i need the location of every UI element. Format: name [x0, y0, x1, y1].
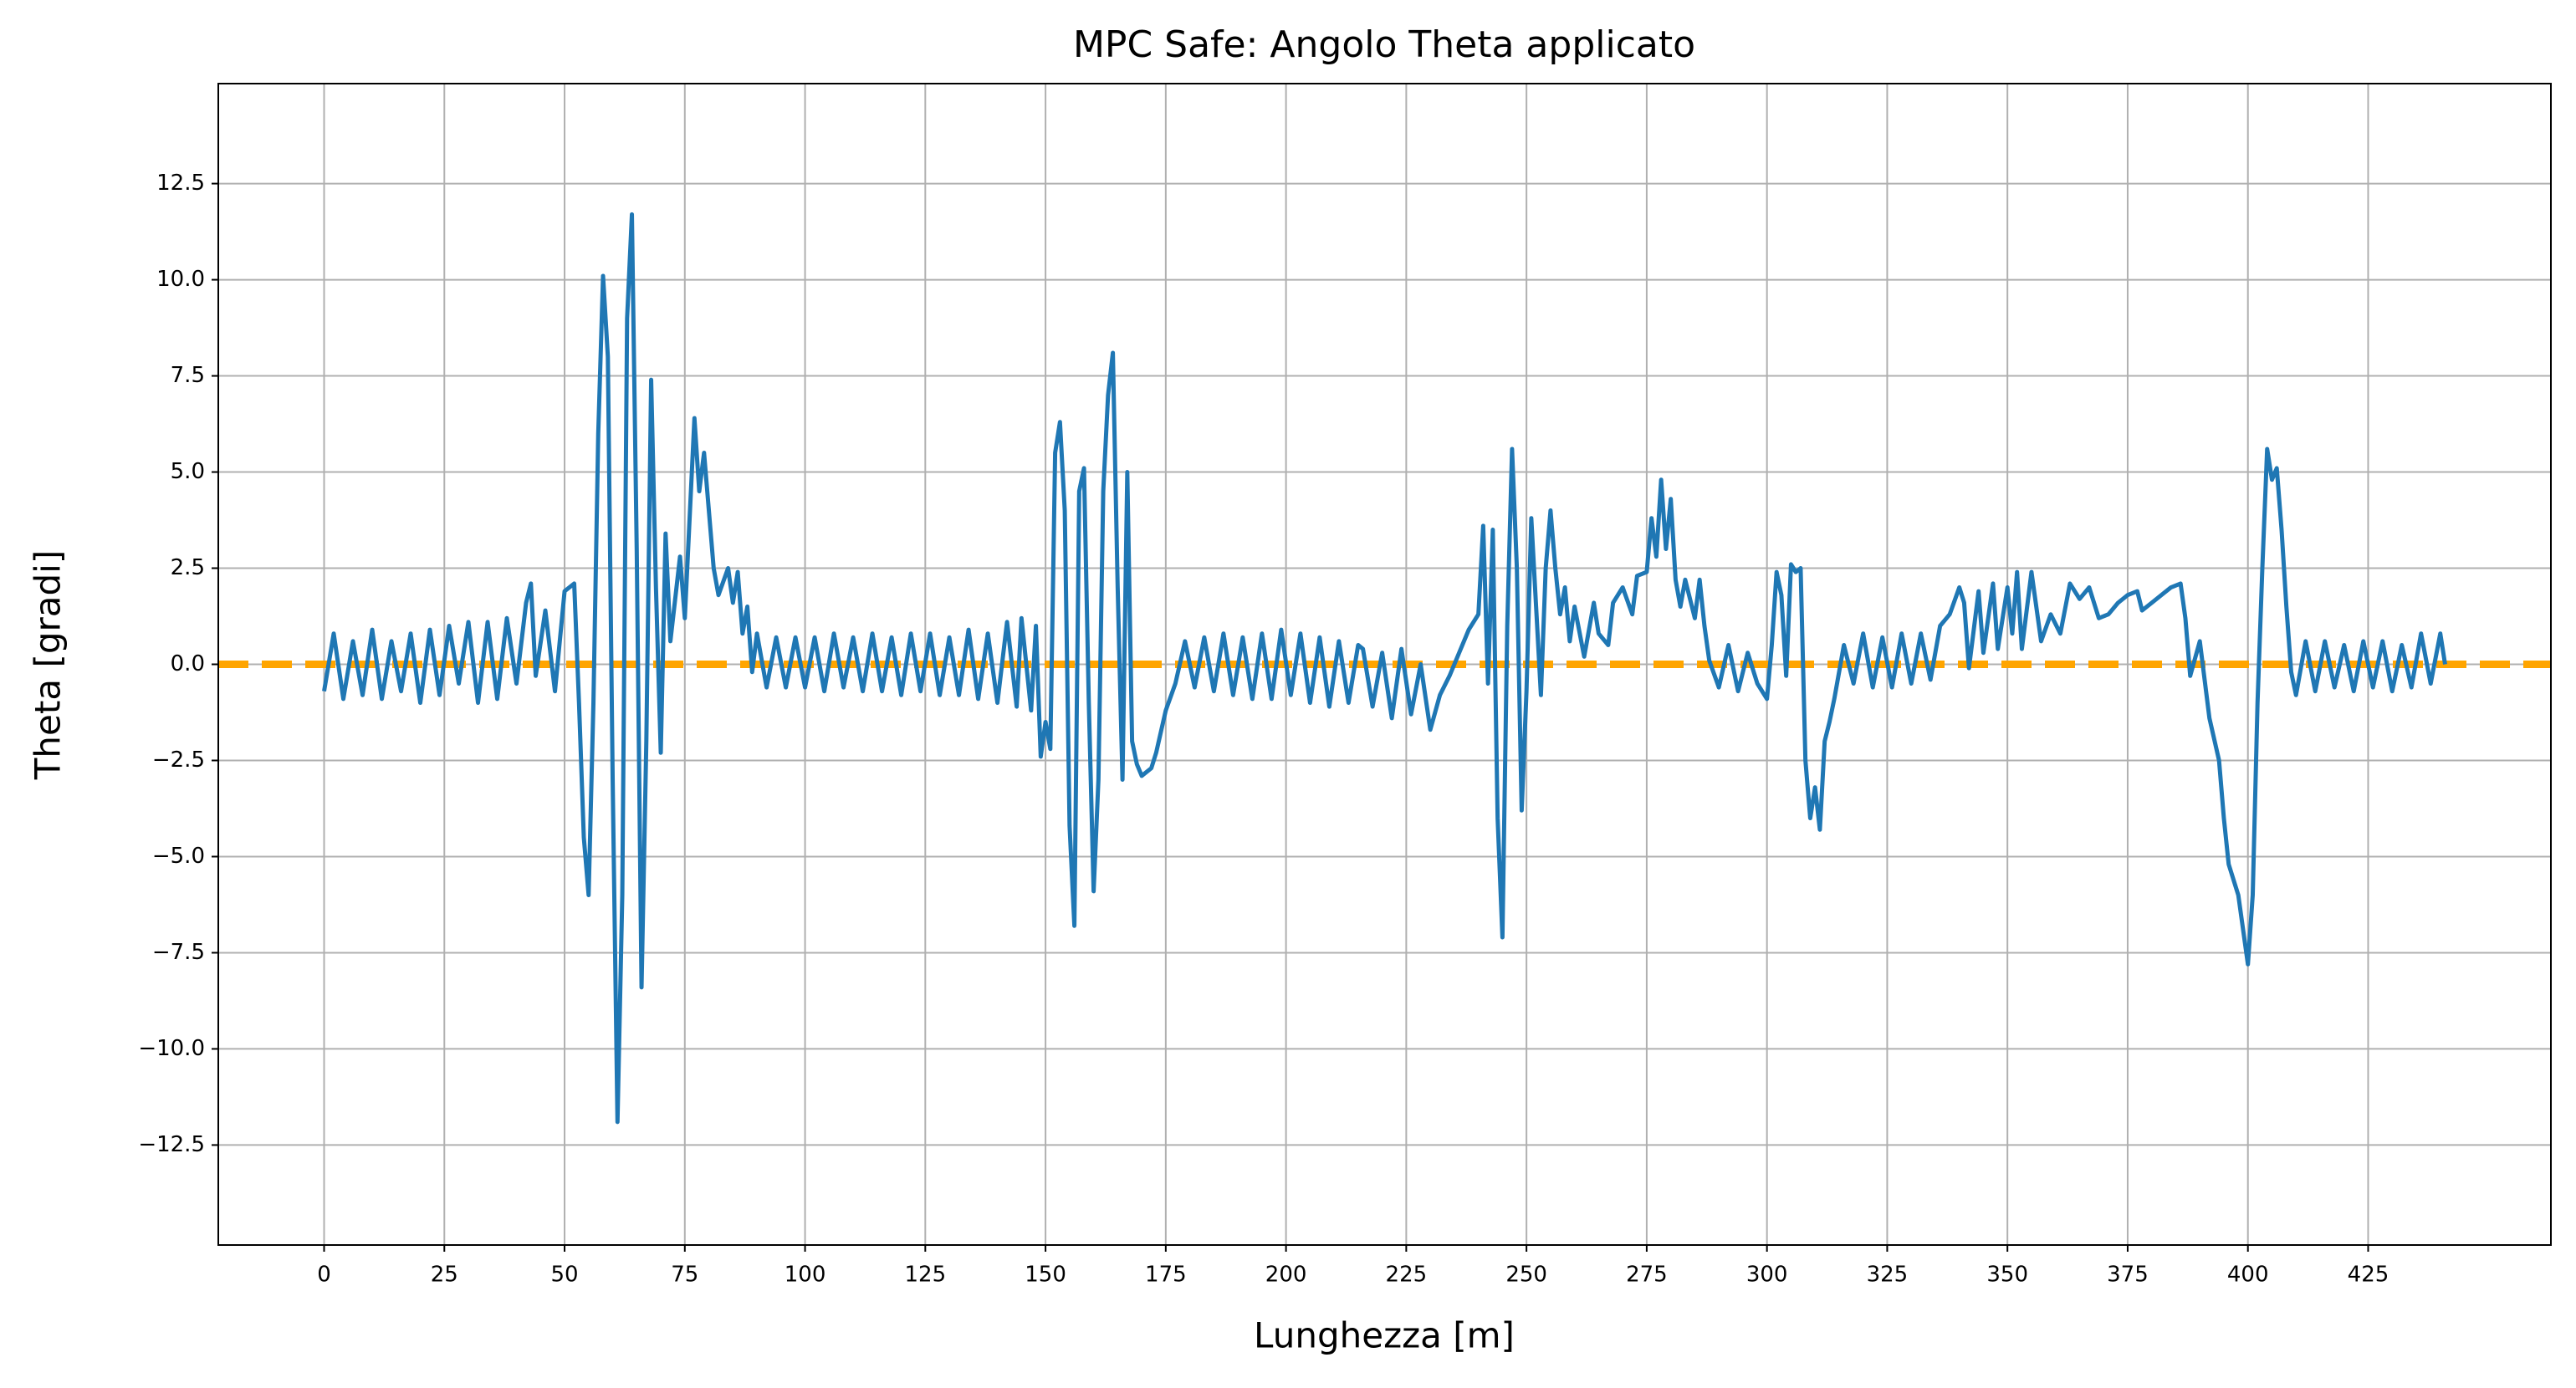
x-tick-label: 250	[1505, 1263, 1547, 1288]
y-tick-label: 12.5	[156, 171, 205, 196]
x-tick-label: 400	[2227, 1263, 2269, 1288]
x-tick-label: 175	[1145, 1263, 1187, 1288]
y-tick-label: 5.0	[171, 459, 205, 484]
chart-title: MPC Safe: Angolo Theta applicato	[1073, 23, 1695, 66]
x-tick-label: 275	[1626, 1263, 1668, 1288]
y-tick-label: 10.0	[156, 267, 205, 292]
data-line	[322, 212, 2447, 1125]
x-tick-label: 50	[550, 1263, 578, 1288]
x-tick-label: 425	[2348, 1263, 2389, 1288]
y-tick-label: −5.0	[152, 844, 205, 869]
x-tick-label: 375	[2107, 1263, 2149, 1288]
x-tick-label: 25	[431, 1263, 458, 1288]
x-tick-label: 150	[1025, 1263, 1066, 1288]
x-tick-label: 225	[1386, 1263, 1428, 1288]
y-tick-label: 2.5	[171, 555, 205, 580]
x-tick-label: 325	[1867, 1263, 1909, 1288]
x-tick-label: 100	[785, 1263, 826, 1288]
x-tick-label: 350	[1986, 1263, 2028, 1288]
y-tick-label: 0.0	[171, 651, 205, 676]
y-tick-label: −2.5	[152, 748, 205, 773]
y-axis-label: Theta [gradi]	[28, 550, 69, 780]
x-tick-label: 0	[317, 1263, 331, 1288]
y-tick-label: −12.5	[138, 1132, 205, 1157]
x-tick-label: 125	[905, 1263, 947, 1288]
x-tick-label: 300	[1746, 1263, 1788, 1288]
plot-frame	[217, 83, 2552, 1246]
y-tick-label: 7.5	[171, 363, 205, 388]
x-tick-label: 75	[671, 1263, 698, 1288]
y-tick-label: −10.0	[138, 1036, 205, 1061]
x-axis-label: Lunghezza [m]	[1254, 1315, 1515, 1356]
x-tick-label: 200	[1265, 1263, 1307, 1288]
y-tick-label: −7.5	[152, 940, 205, 965]
